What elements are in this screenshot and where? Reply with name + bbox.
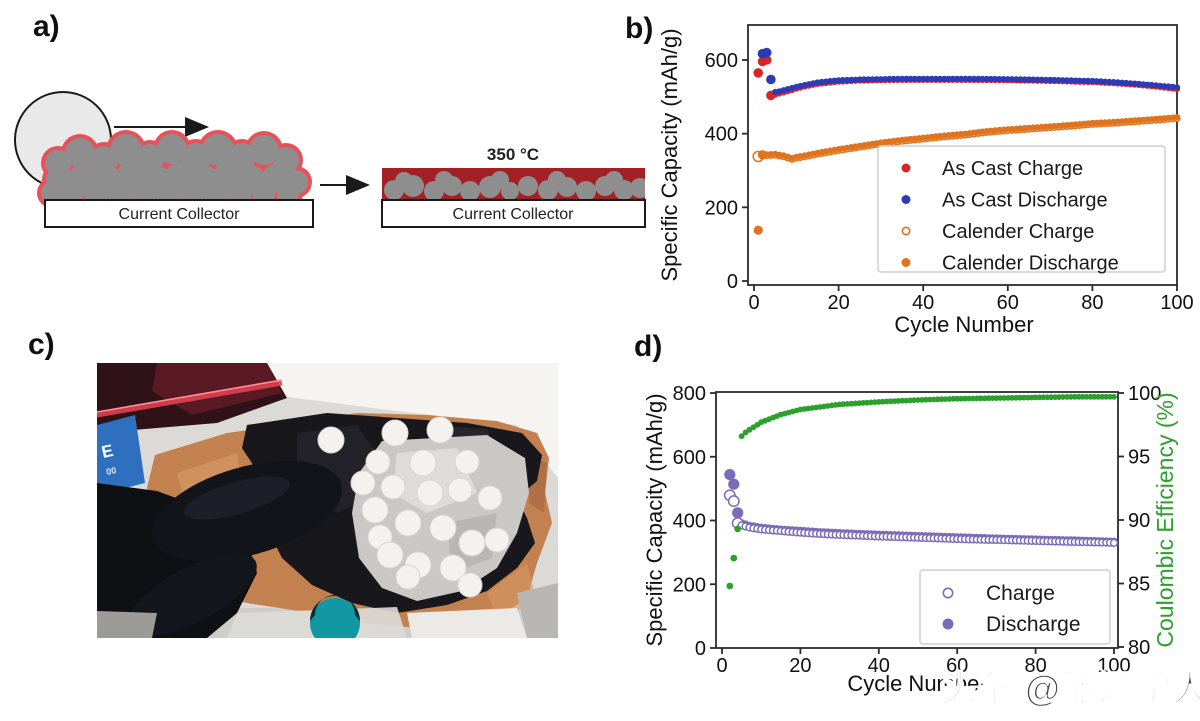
series-charge bbox=[723, 489, 1119, 547]
legend-marker-icon bbox=[942, 618, 954, 630]
punched-hole-array bbox=[317, 416, 510, 598]
tick-label: 80 bbox=[1128, 637, 1150, 659]
capacity-efficiency-chart: 0 20 40 60 80 100020040060080080859095100Cycl… bbox=[642, 383, 1178, 696]
tape-box-text-2: 00 bbox=[105, 465, 117, 477]
legend-marker-icon bbox=[901, 195, 911, 204]
y-axis-title: Specific Capacity (mAh/g) bbox=[657, 28, 682, 281]
legend-label: As Cast Charge bbox=[942, 158, 1083, 180]
tick-label: 400 bbox=[705, 124, 738, 146]
tick-label: 100 bbox=[1097, 655, 1130, 677]
table-object bbox=[97, 611, 157, 638]
tape-box-text: E bbox=[100, 441, 115, 462]
temperature-label: 350 °C bbox=[487, 145, 539, 164]
capacity-vs-cycle-chart: 0 20 40 60 80 100 0 200 400 600 Cycle Number Specif… bbox=[657, 24, 1194, 337]
panel-b-label: b) bbox=[625, 12, 654, 45]
paper-strip bbox=[407, 608, 527, 638]
legend-label: Calender Discharge bbox=[942, 253, 1119, 275]
tick-label: 100 bbox=[1160, 292, 1193, 314]
tick-label: 40 bbox=[912, 292, 934, 314]
tick-label: 80 bbox=[1024, 655, 1046, 677]
laser-line bbox=[97, 380, 283, 418]
tick-label: 20 bbox=[789, 655, 811, 677]
legend-label: Calender Charge bbox=[942, 221, 1094, 243]
legend-box bbox=[877, 145, 1166, 273]
corner-shadow bbox=[517, 583, 558, 638]
panel-d-label: d) bbox=[634, 330, 663, 363]
legend-label: Discharge bbox=[986, 613, 1081, 636]
panel-a-label: a) bbox=[33, 10, 60, 43]
panel-c-label: c) bbox=[28, 328, 55, 361]
laser-highlight bbox=[97, 379, 283, 413]
tick-label: 200 bbox=[705, 197, 738, 219]
current-collector-right-label: Current Collector bbox=[453, 206, 575, 223]
tick-label: 200 bbox=[673, 574, 706, 596]
legend-marker-icon bbox=[901, 226, 911, 236]
electrode-particles bbox=[41, 134, 308, 206]
tick-label: 800 bbox=[673, 383, 706, 405]
tick-label: 100 bbox=[1128, 383, 1161, 405]
plot-frame bbox=[747, 24, 1178, 286]
tick-label: 20 bbox=[827, 292, 849, 314]
table-paper bbox=[257, 363, 558, 478]
y-axis-title: Specific Capacity (mAh/g) bbox=[642, 393, 667, 646]
tick-label: 95 bbox=[1128, 447, 1150, 469]
watermark-text: 头条 @能源学人 bbox=[939, 667, 1200, 710]
tick-label: 0 bbox=[695, 638, 706, 660]
legend-marker-icon bbox=[901, 163, 911, 173]
tick-label: 0 bbox=[727, 271, 738, 293]
y2-axis-title: Coulombic Efficiency (%) bbox=[1152, 392, 1178, 647]
legend-marker-icon bbox=[901, 258, 911, 267]
tick-label: 600 bbox=[673, 447, 706, 469]
legend-box bbox=[919, 569, 1111, 645]
current-collector-right bbox=[381, 199, 646, 228]
x-axis-title: Cycle Number bbox=[894, 312, 1033, 337]
current-collector-left-label: Current Collector bbox=[119, 206, 241, 223]
tick-label: 0 bbox=[748, 292, 759, 314]
electrode-sheet-photo: E 00 bbox=[97, 363, 558, 638]
tick-label: 400 bbox=[673, 511, 706, 533]
series-calender-discharge bbox=[753, 114, 1181, 235]
teal-lid bbox=[310, 598, 360, 638]
tick-label: 40 bbox=[868, 655, 890, 677]
tick-label: 0 bbox=[716, 655, 727, 677]
series-coulombic-efficiency bbox=[726, 393, 1117, 590]
tape-box bbox=[97, 415, 145, 495]
densified-particles bbox=[384, 171, 645, 200]
glove-highlight bbox=[183, 476, 291, 520]
current-collector-left bbox=[44, 199, 314, 228]
glove-finger bbox=[127, 553, 257, 637]
legend-marker-icon bbox=[942, 587, 954, 599]
tick-label: 90 bbox=[1128, 510, 1150, 532]
tick-label: 60 bbox=[946, 655, 968, 677]
tick-label: 60 bbox=[997, 292, 1019, 314]
x-axis-title: Cycle Number bbox=[847, 671, 986, 696]
legend-label: As Cast Discharge bbox=[942, 190, 1108, 212]
tick-label: 80 bbox=[1081, 292, 1103, 314]
calendering-process-diagram: Current Collector 350 °C Current Collect… bbox=[14, 91, 646, 228]
series-as-cast-discharge bbox=[757, 47, 1181, 96]
legend-label: Charge bbox=[986, 582, 1055, 605]
tick-label: 600 bbox=[705, 50, 738, 72]
tick-label: 85 bbox=[1128, 574, 1150, 596]
